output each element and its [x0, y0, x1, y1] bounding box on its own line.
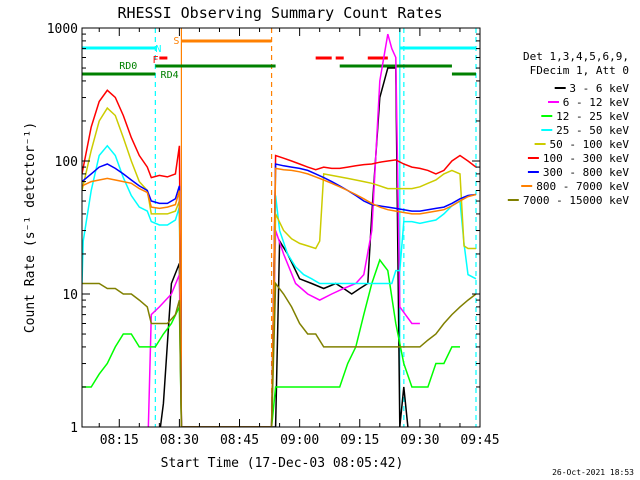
x-tick-label: 09:30: [400, 433, 439, 448]
plot-area: N S F RD0 RD4: [82, 28, 477, 427]
legend-entry: 300 - 800 keV: [543, 166, 629, 179]
flag-label-f: F: [153, 55, 159, 66]
y-tick-label: 100: [55, 155, 78, 170]
legend-header-line1: Det 1,3,4,5,6,9,: [523, 50, 629, 63]
x-tick-label: 08:30: [160, 433, 199, 448]
legend-entry: 6 - 12 keV: [563, 96, 630, 109]
series-line-4: [82, 106, 476, 427]
series-line-2: [82, 258, 460, 427]
legend-entry: 12 - 25 keV: [556, 110, 629, 123]
x-tick-label: 09:00: [280, 433, 319, 448]
series-line-6: [82, 163, 477, 427]
axes: 1 10 100 1000 08:15 08:30 08:45 09:00 09:15 09:30…: [47, 22, 500, 448]
series-line-0: [159, 67, 409, 427]
y-tick-label: 10: [62, 288, 78, 303]
flag-label-n: N: [155, 44, 161, 55]
legend-header-line2: FDecim 1, Att 0: [530, 64, 629, 77]
x-tick-label: 08:15: [100, 433, 139, 448]
series-line-8: [82, 281, 477, 427]
y-axis-label: Count Rate (s⁻¹ detector⁻¹): [23, 122, 38, 333]
x-tick-label: 09:45: [460, 433, 499, 448]
chart-title: RHESSI Observing Summary Count Rates: [117, 4, 442, 22]
x-tick-label: 09:15: [340, 433, 379, 448]
legend-entry: 7000 - 15000 keV: [523, 194, 629, 207]
legend-entry: 3 - 6 keV: [569, 82, 629, 95]
legend: Det 1,3,4,5,6,9, FDecim 1, Att 0 3 - 6 k…: [507, 50, 630, 207]
legend-entry: 100 - 300 keV: [543, 152, 629, 165]
series-line-7: [82, 167, 477, 427]
x-axis-label: Start Time (17-Dec-03 08:05:42): [161, 456, 404, 471]
flag-label-rd4: RD4: [161, 70, 179, 81]
x-tick-label: 08:45: [220, 433, 259, 448]
plot-frame: [81, 27, 481, 428]
series-line-5: [82, 89, 477, 427]
flag-label-rd0: RD0: [119, 61, 137, 72]
timestamp: 26-Oct-2021 18:53: [552, 468, 634, 477]
series-line-1: [147, 33, 420, 427]
series-line-3: [82, 144, 477, 427]
legend-entry: 50 - 100 keV: [550, 138, 630, 151]
flag-label-s: S: [173, 36, 179, 47]
y-tick-label: 1: [70, 421, 78, 436]
legend-entry: 800 - 7000 keV: [536, 180, 629, 193]
legend-entry: 25 - 50 keV: [556, 124, 629, 137]
y-tick-label: 1000: [47, 22, 78, 37]
